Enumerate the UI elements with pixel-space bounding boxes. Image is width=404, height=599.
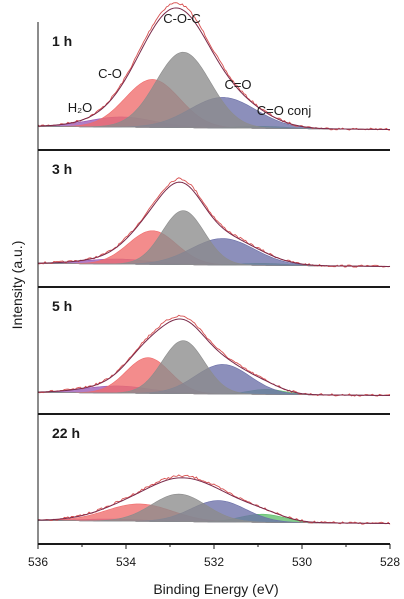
panel-label: 5 h [52,298,72,314]
x-axis-title: Binding Energy (eV) [153,581,278,597]
x-tick-label: 534 [116,555,136,569]
peak-label-h2o: H₂O [68,100,93,115]
panel-label: 3 h [52,161,72,177]
y-axis-title: Intensity (a.u.) [9,241,25,330]
x-tick-label: 532 [204,555,224,569]
peak-label-c-o-conj: C=O conj [257,103,312,118]
peak-c-o-c [37,51,391,130]
panel-label: 1 h [52,33,72,49]
peak-label-c-o: C-O [98,66,122,81]
raw-data-trace [37,2,391,131]
raw-data-trace [37,314,391,397]
panel-0: 1 h [37,2,391,151]
panel-label: 22 h [52,425,80,441]
envelope-fit-line [37,7,391,130]
panel-1: 3 h [37,161,391,288]
x-axis-ticks: 536 534 532 530 528 [28,544,400,569]
peak-label-c-o: C=O [224,77,251,92]
x-tick-label: 528 [380,555,400,569]
chart-panels: 1 h 3 h 5 h 22 h H₂O C-O C-O-C C=O C=O conj [37,2,391,545]
peak-label-c-o-c: C-O-C [163,11,201,26]
envelope-fit-line [37,181,391,267]
envelope-fit-line [37,477,391,524]
panel-3: 22 h [37,425,391,545]
envelope-fit-line [37,318,391,396]
x-tick-label: 536 [28,555,48,569]
x-tick-label: 530 [292,555,312,569]
panel-2: 5 h [37,298,391,415]
